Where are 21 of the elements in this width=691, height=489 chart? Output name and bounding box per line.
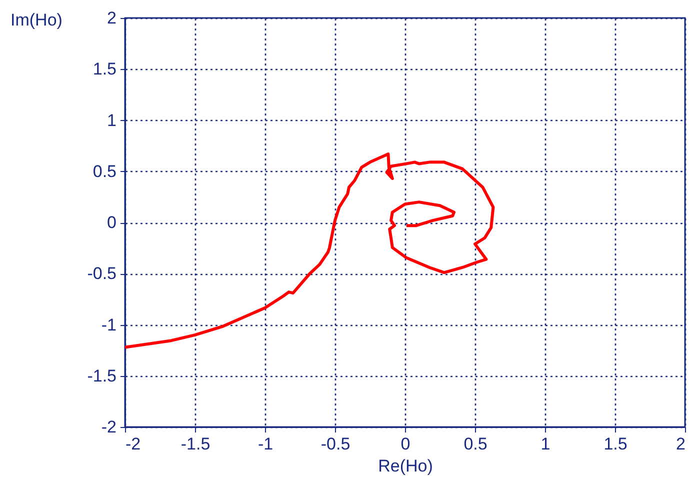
x-tick-label: -1 [258, 434, 274, 454]
y-tick-label: 2 [107, 8, 116, 28]
y-tick-label: -1.5 [87, 366, 116, 386]
y-tick-label: 1.5 [92, 60, 116, 79]
y-tick-label: 0 [107, 213, 116, 232]
y-tick-label: -0.5 [87, 264, 116, 284]
y-tick-label: -2 [101, 418, 116, 436]
x-axis-title: Re(Ho) [378, 456, 433, 476]
x-tick-label: 0 [400, 434, 410, 454]
line-series [125, 152, 495, 349]
y-axis-title: Im(Ho) [10, 10, 62, 30]
y-tick-label: 1 [107, 110, 116, 130]
x-tick-label: 1 [540, 434, 550, 454]
x-tick-label: 2 [676, 434, 686, 454]
x-tick-label: -2 [126, 434, 141, 454]
x-tick-label: -1.5 [180, 434, 210, 454]
x-tick-label: 1.5 [604, 434, 628, 454]
x-tick-label: 0.5 [464, 434, 488, 454]
y-tick-label: -1 [101, 315, 116, 334]
x-tick-label: -0.5 [320, 434, 350, 454]
y-tick-label: 0.5 [92, 162, 116, 181]
